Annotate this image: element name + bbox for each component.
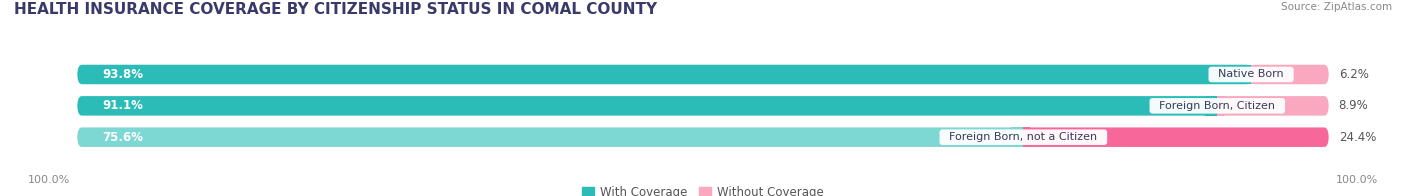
Text: 100.0%: 100.0% <box>28 175 70 185</box>
Text: Native Born: Native Born <box>1212 69 1291 80</box>
FancyBboxPatch shape <box>77 127 1024 147</box>
Text: Source: ZipAtlas.com: Source: ZipAtlas.com <box>1281 2 1392 12</box>
FancyBboxPatch shape <box>77 127 1329 147</box>
FancyBboxPatch shape <box>1251 65 1329 84</box>
Text: Foreign Born, not a Citizen: Foreign Born, not a Citizen <box>942 132 1104 142</box>
Bar <box>1024 127 1029 147</box>
Text: 100.0%: 100.0% <box>1336 175 1378 185</box>
Text: 8.9%: 8.9% <box>1339 99 1368 112</box>
Legend: With Coverage, Without Coverage: With Coverage, Without Coverage <box>582 186 824 196</box>
FancyBboxPatch shape <box>77 96 1329 116</box>
FancyBboxPatch shape <box>77 96 1218 116</box>
Text: 75.6%: 75.6% <box>103 131 143 144</box>
Text: 93.8%: 93.8% <box>103 68 143 81</box>
Text: 24.4%: 24.4% <box>1339 131 1376 144</box>
Bar <box>1218 96 1223 116</box>
FancyBboxPatch shape <box>77 65 1251 84</box>
Bar <box>1251 65 1257 84</box>
Bar <box>1239 65 1251 84</box>
FancyBboxPatch shape <box>77 65 1329 84</box>
FancyBboxPatch shape <box>1024 127 1329 147</box>
Text: Foreign Born, Citizen: Foreign Born, Citizen <box>1153 101 1282 111</box>
Text: 91.1%: 91.1% <box>103 99 143 112</box>
Bar <box>1205 96 1218 116</box>
Text: HEALTH INSURANCE COVERAGE BY CITIZENSHIP STATUS IN COMAL COUNTY: HEALTH INSURANCE COVERAGE BY CITIZENSHIP… <box>14 2 657 17</box>
FancyBboxPatch shape <box>1218 96 1329 116</box>
Bar <box>1011 127 1024 147</box>
Text: 6.2%: 6.2% <box>1339 68 1368 81</box>
